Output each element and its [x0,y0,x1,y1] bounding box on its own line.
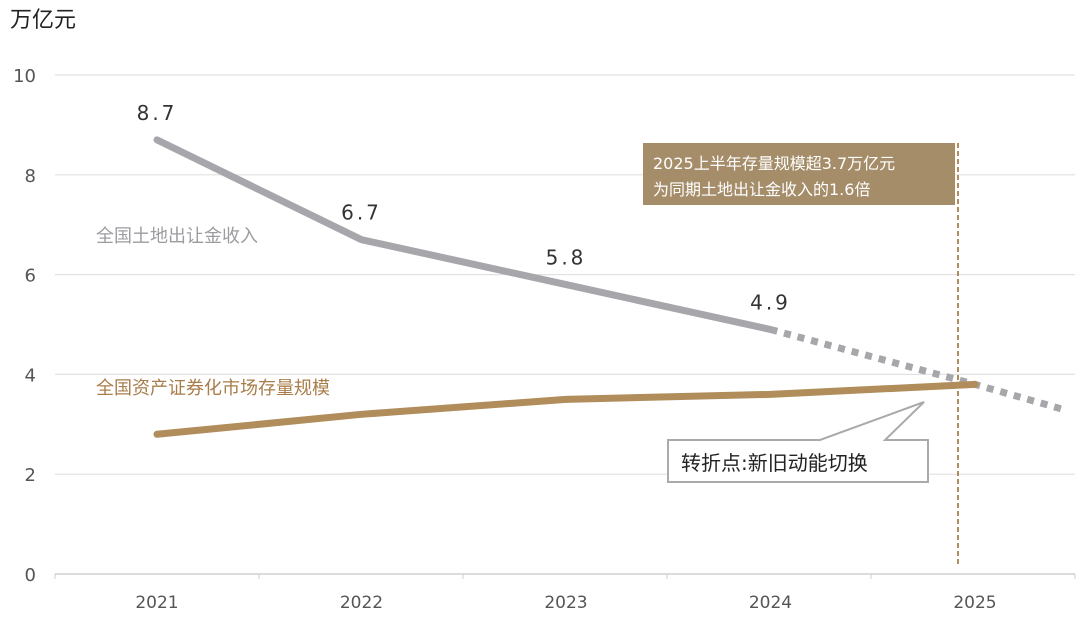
x-tick-label: 2024 [749,593,792,613]
land-revenue-projection-line [771,329,1063,409]
series-label-land-revenue: 全国土地出让金收入 [96,226,258,247]
highlight-line-2: 为同期土地出让金收入的1.6倍 [653,180,870,199]
x-tick-label: 2022 [340,593,383,613]
data-label: 6.7 [341,201,382,225]
x-tick-label: 2021 [135,593,178,613]
series-label-abs-market: 全国资产证券化市场存量规模 [96,378,330,399]
data-labels: 8.7 6.7 5.8 4.9 [137,101,791,315]
y-tick-label: 2 [25,465,36,486]
x-axis: 2021 2022 2023 2024 2025 [55,574,1075,613]
y-axis: 0 2 4 6 8 10 [13,66,36,586]
x-tick-label: 2025 [953,593,996,613]
y-tick-label: 4 [25,365,36,386]
y-tick-label: 8 [25,166,36,187]
y-tick-label: 10 [13,66,36,87]
x-tick-label: 2023 [544,593,587,613]
data-label: 8.7 [137,101,178,125]
highlight-line-1: 2025上半年存量规模超3.7万亿元 [653,154,895,173]
data-label: 4.9 [750,290,791,314]
callout-box: 转折点:新旧动能切换 [668,402,928,482]
unit-label: 万亿元 [10,8,76,33]
highlight-box: 2025上半年存量规模超3.7万亿元 为同期土地出让金收入的1.6倍 [643,143,955,205]
y-tick-label: 6 [25,266,36,287]
data-label: 5.8 [546,246,587,270]
y-tick-label: 0 [25,565,36,586]
callout-text: 转折点:新旧动能切换 [681,451,868,475]
